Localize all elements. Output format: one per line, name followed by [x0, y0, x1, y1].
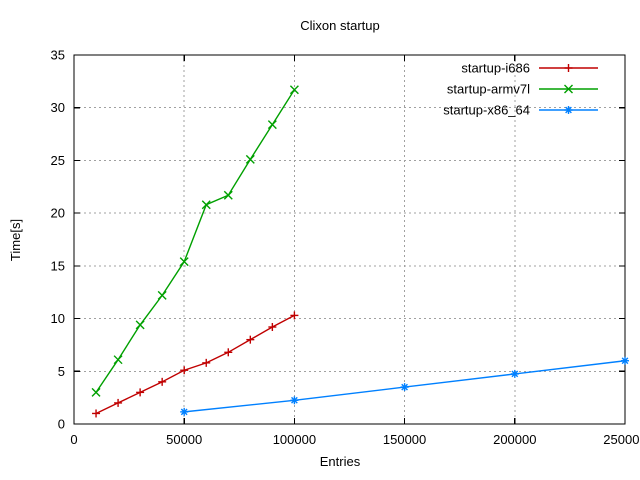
x-tick-label: 200000 — [493, 432, 536, 447]
series-startup-i686 — [92, 311, 299, 418]
legend: startup-i686 startup-armv7l startup-x86_64 — [443, 61, 598, 118]
legend-marker-startup-armv7l — [564, 84, 573, 94]
legend-label-startup-armv7l: startup-armv7l — [447, 82, 530, 97]
data-point-marker — [201, 200, 211, 210]
y-tick-label: 5 — [58, 364, 65, 379]
y-tick-label: 0 — [58, 417, 65, 432]
x-axis-ticks: 0 50000 100000 150000 200000 250000 — [70, 55, 640, 447]
y-tick-label: 25 — [51, 153, 65, 168]
data-point-marker — [223, 190, 233, 200]
x-tick-label: 100000 — [273, 432, 316, 447]
x-axis-label: Entries — [320, 454, 361, 469]
data-point-marker — [245, 154, 255, 164]
y-axis-ticks: 0 5 10 15 20 25 30 35 — [51, 48, 625, 432]
data-point-marker — [179, 257, 189, 267]
x-tick-label: 0 — [70, 432, 77, 447]
y-tick-label: 35 — [51, 48, 65, 63]
x-tick-label: 50000 — [166, 432, 202, 447]
plot-border — [73, 54, 626, 425]
series-startup-armv7l — [91, 85, 299, 397]
data-point-marker — [157, 290, 167, 300]
data-point-marker — [91, 387, 101, 397]
x-tick-label: 250000 — [603, 432, 640, 447]
legend-label-startup-x86_64: startup-x86_64 — [443, 103, 530, 118]
data-series-group — [91, 85, 629, 418]
legend-label-startup-i686: startup-i686 — [461, 61, 530, 76]
y-tick-label: 20 — [51, 206, 65, 221]
data-point-marker — [113, 355, 123, 365]
y-tick-label: 10 — [51, 311, 65, 326]
x-tick-label: 150000 — [383, 432, 426, 447]
data-point-marker — [135, 320, 145, 330]
data-point-marker — [289, 85, 299, 95]
y-axis-label: Time[s] — [8, 219, 23, 261]
y-tick-label: 15 — [51, 258, 65, 273]
data-point-marker — [267, 120, 277, 130]
y-tick-label: 30 — [51, 100, 65, 115]
grid-lines — [74, 55, 625, 424]
page-title: Clixon startup — [300, 18, 379, 33]
series-startup-x86_64 — [180, 356, 629, 416]
